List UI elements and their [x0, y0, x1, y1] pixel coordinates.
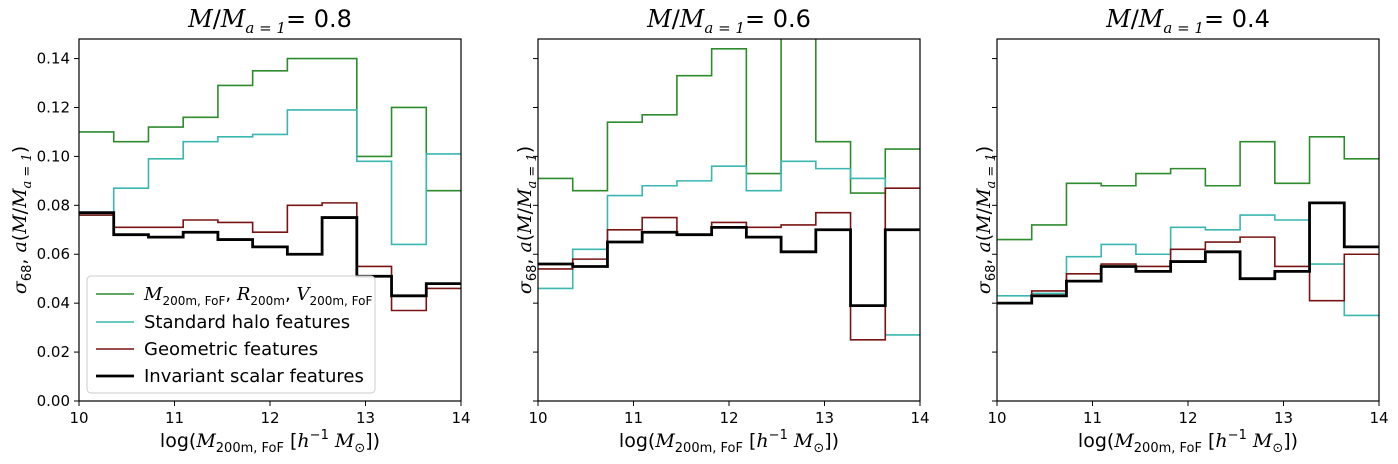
x-tick-label: 12 — [260, 409, 279, 427]
x-tick-label: 10 — [528, 409, 547, 427]
x-tick-label: 12 — [719, 409, 738, 427]
panel-2: 10 11 12 13 14 M/Ma = 1= 0.6 log(M200m, FoF [h… — [514, 5, 930, 456]
legend-label-4: Invariant scalar features — [144, 366, 364, 387]
panel-title: M/Ma = 1= 0.8 — [187, 5, 352, 37]
x-tick-label: 12 — [1178, 409, 1197, 427]
y-tick-label: 0.12 — [37, 98, 70, 116]
x-tick-label: 13 — [1274, 409, 1293, 427]
series-group — [997, 136, 1379, 317]
y-tick-label: 0.14 — [37, 50, 70, 68]
x-tick-label: 14 — [1369, 409, 1388, 427]
series-line-1 — [79, 57, 461, 192]
x-tick-label: 11 — [165, 409, 184, 427]
x-tick-label: 11 — [1083, 409, 1102, 427]
series-line-2 — [79, 109, 461, 246]
series-line-1 — [997, 136, 1379, 241]
x-axis-label: log(M200m, FoF [h−1 M⊙]) — [1078, 428, 1298, 456]
y-tick-label: 0.00 — [37, 392, 70, 410]
series-group — [79, 57, 461, 312]
panel-1: 10 11 12 13 14 0.00 0.02 0.04 0.06 0.08 0.10 0.12 0.… — [9, 5, 471, 456]
panel-title: M/Ma = 1= 0.6 — [646, 5, 811, 37]
y-axis-label: σ68, a(M/Ma = 1) — [973, 146, 999, 294]
y-tick-label: 0.08 — [37, 196, 70, 214]
panel-title: M/Ma = 1= 0.4 — [1105, 5, 1270, 37]
series-line-2 — [538, 160, 920, 336]
legend-label-1: M200m, FoF, R200m, V200m, FoF — [143, 284, 372, 308]
x-tick-label: 13 — [356, 409, 375, 427]
x-axis-label: log(M200m, FoF [h−1 M⊙]) — [160, 428, 380, 456]
y-tick-label: 0.10 — [37, 147, 70, 165]
legend: M200m, FoF, R200m, V200m, FoF Standard ha… — [86, 275, 376, 394]
x-axis-label: log(M200m, FoF [h−1 M⊙]) — [619, 428, 839, 456]
series-line-4 — [538, 225, 920, 308]
y-axis-label: σ68, a(M/Ma = 1) — [9, 146, 35, 294]
x-tick-label: 10 — [69, 409, 88, 427]
x-tick-label: 11 — [624, 409, 643, 427]
x-tick-label: 14 — [910, 409, 929, 427]
y-tick-label: 0.06 — [37, 245, 70, 263]
y-tick-label: 0.02 — [37, 343, 70, 361]
series-line-3 — [538, 187, 920, 341]
legend-label-2: Standard halo features — [144, 312, 350, 333]
legend-label-3: Geometric features — [144, 339, 318, 360]
y-axis-label: σ68, a(M/Ma = 1) — [514, 146, 540, 294]
x-tick-label: 13 — [815, 409, 834, 427]
series-line-4 — [997, 201, 1379, 305]
axes-frame — [996, 38, 1380, 402]
axes-frame — [537, 38, 921, 402]
x-tick-label: 10 — [987, 409, 1006, 427]
y-tick-label: 0.04 — [37, 294, 70, 312]
panel-3: 10 11 12 13 14 M/Ma = 1= 0.4 log(M200m, FoF [h… — [973, 5, 1389, 456]
x-tick-label: 14 — [451, 409, 470, 427]
series-group — [538, 39, 920, 341]
legend-box — [86, 275, 376, 394]
series-line-1 — [538, 39, 920, 194]
series-line-4 — [79, 211, 461, 298]
